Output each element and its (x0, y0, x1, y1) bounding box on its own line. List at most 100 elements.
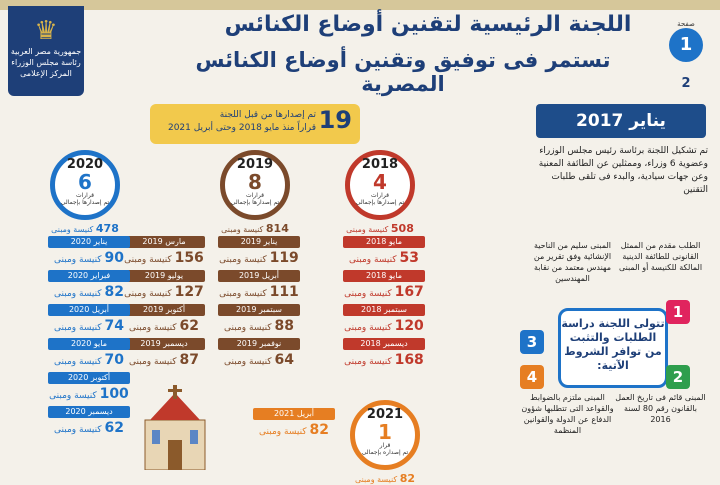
year-count: 8 (248, 170, 262, 194)
month-label: مايو 2020 (48, 338, 130, 350)
month-number: 62 (179, 318, 199, 334)
summary-unit: قراراً (297, 123, 316, 133)
month-label: ديسمبر 2020 (48, 406, 130, 418)
year-total: 478 (95, 222, 119, 235)
month-suffix: كنيسة ومبنى (344, 289, 392, 299)
month-value: 156 كنيسة ومبنى (123, 249, 205, 267)
year-total-2018: 508 كنيسة ومبنى (335, 222, 425, 235)
month-number: 53 (399, 250, 419, 266)
year-caption: تم إصداره بإجمالى (361, 449, 409, 456)
month-number: 64 (274, 352, 294, 368)
month-label: مايو 2018 (343, 270, 425, 282)
month-value: 90 كنيسة ومبنى (48, 249, 130, 267)
logo-text-3: المركز الإعلامى (20, 69, 72, 78)
month-label: أبريل 2019 (218, 270, 300, 282)
condition-text-1: الطلب مقدم من الممثل القانونى للطائفة ال… (618, 241, 703, 272)
eagle-icon: ♛ (34, 16, 58, 46)
month-number: 127 (174, 284, 204, 300)
month-number: 87 (179, 352, 199, 368)
year-unit: قرار (379, 442, 391, 449)
month-suffix: كنيسة ومبنى (344, 357, 392, 367)
month-label: يوليو 2019 (123, 270, 205, 282)
year-total-2019: 814 كنيسة ومبنى (210, 222, 300, 235)
month-number: 168 (394, 352, 424, 368)
condition-number-1: 1 (666, 300, 690, 324)
month-suffix: كنيسة ومبنى (129, 323, 177, 333)
month-value: 87 كنيسة ومبنى (123, 351, 205, 369)
month-number: 82 (309, 422, 329, 438)
month-suffix: كنيسة ومبنى (54, 289, 102, 299)
month-suffix: كنيسة ومبنى (224, 357, 272, 367)
year-count: 6 (78, 170, 92, 194)
month-label: يناير 2020 (48, 236, 130, 248)
month-value: 82 كنيسة ومبنى (253, 421, 335, 439)
month-label: فبراير 2020 (48, 270, 130, 282)
month-suffix: كنيسة ومبنى (54, 425, 102, 435)
month-suffix: كنيسة ومبنى (219, 289, 267, 299)
year-circle-2018: 2018 4 قرارات تم إصدارها بإجمالى (345, 150, 415, 220)
month-number: 70 (104, 352, 124, 368)
logo-text-1: جمهورية مصر العربية (10, 47, 82, 56)
month-number: 88 (274, 318, 294, 334)
month-number: 156 (174, 250, 204, 266)
condition-text-4: المبنى ملتزم بالضوابط والقواعد التى تتطل… (521, 393, 614, 435)
month-suffix: كنيسة ومبنى (224, 323, 272, 333)
month-number: 119 (269, 250, 299, 266)
year-label: 2018 (361, 157, 399, 172)
month-value: 119 كنيسة ومبنى (218, 249, 300, 267)
summary-number: 19 (318, 106, 352, 134)
month-suffix: كنيسة ومبنى (129, 357, 177, 367)
month-number: 82 (104, 284, 124, 300)
month-value: 100 كنيسة ومبنى (48, 385, 130, 403)
page-total: 2 (681, 76, 691, 91)
month-label: مارس 2019 (123, 236, 205, 248)
summary-banner: 19 تم إصدارها من قبل اللجنة قراراً منذ م… (150, 104, 360, 144)
month-value: 62 كنيسة ومبنى (48, 419, 130, 437)
month-label: نوفمبر 2019 (218, 338, 300, 350)
month-suffix: كنيسة ومبنى (124, 255, 172, 265)
year-circle-2021: 2021 1 قرار تم إصداره بإجمالى (350, 400, 420, 470)
year-total-label: كنيسة ومبنى (51, 225, 94, 234)
month-value: 82 كنيسة ومبنى (48, 283, 130, 301)
year-total: 82 (399, 472, 416, 485)
month-number: 62 (104, 420, 124, 436)
year-unit: قرارات (75, 192, 95, 199)
year-total-2020: 478 كنيسة ومبنى (40, 222, 130, 235)
year-total: 814 (265, 222, 289, 235)
month-label: ديسمبر 2019 (123, 338, 205, 350)
year-count: 1 (378, 420, 392, 444)
year-caption: تم إصدارها بإجمالى (355, 199, 405, 206)
year-circle-2019: 2019 8 قرارات تم إصدارها بإجمالى (220, 150, 290, 220)
month-suffix: كنيسة ومبنى (49, 391, 97, 401)
cabinet-logo: ♛ جمهورية مصر العربية رئاسة مجلس الوزراء… (8, 6, 84, 96)
month-suffix: كنيسة ومبنى (54, 357, 102, 367)
summary-line2: منذ مايو 2018 وحتى أبريل 2021 (167, 123, 295, 133)
month-suffix: كنيسة ومبنى (259, 427, 307, 437)
year-total-label: كنيسة ومبنى (354, 475, 398, 484)
month-label: أكتوبر 2020 (48, 372, 130, 384)
year-total-2021: 82 كنيسة ومبنى (340, 472, 430, 485)
month-value: 127 كنيسة ومبنى (123, 283, 205, 301)
january-text: تم تشكيل اللجنة برئاسة رئيس مجلس الوزراء… (538, 146, 708, 195)
summary-text: تم إصدارها من قبل اللجنة قراراً منذ مايو… (156, 109, 316, 135)
year-total-label: كنيسة ومبنى (346, 225, 389, 234)
year-label: 2019 (236, 157, 274, 172)
month-suffix: كنيسة ومبنى (349, 255, 397, 265)
year-total-label: كنيسة ومبنى (221, 225, 264, 234)
year-total: 508 (390, 222, 414, 235)
year-count: 4 (373, 170, 387, 194)
conditions-center: تتولى اللجنة دراسة الطلبات والتثبت من تو… (558, 308, 668, 388)
month-suffix: كنيسة ومبنى (54, 255, 102, 265)
month-value: 64 كنيسة ومبنى (218, 351, 300, 369)
month-value: 88 كنيسة ومبنى (218, 317, 300, 335)
year-unit: قرارات (245, 192, 265, 199)
month-label: سبتمبر 2018 (343, 304, 425, 316)
month-suffix: كنيسة ومبنى (124, 289, 172, 299)
page-number-badge: 1 (669, 28, 703, 62)
condition-number-3: 3 (520, 330, 544, 354)
top-banner (0, 0, 720, 10)
page-badge: صفحة 1 2 (666, 20, 706, 91)
month-label: أكتوبر 2019 (123, 304, 205, 316)
month-suffix: كنيسة ومبنى (219, 255, 267, 265)
main-title: اللجنة الرئيسية لتقنين أوضاع الكنائس (224, 12, 632, 37)
